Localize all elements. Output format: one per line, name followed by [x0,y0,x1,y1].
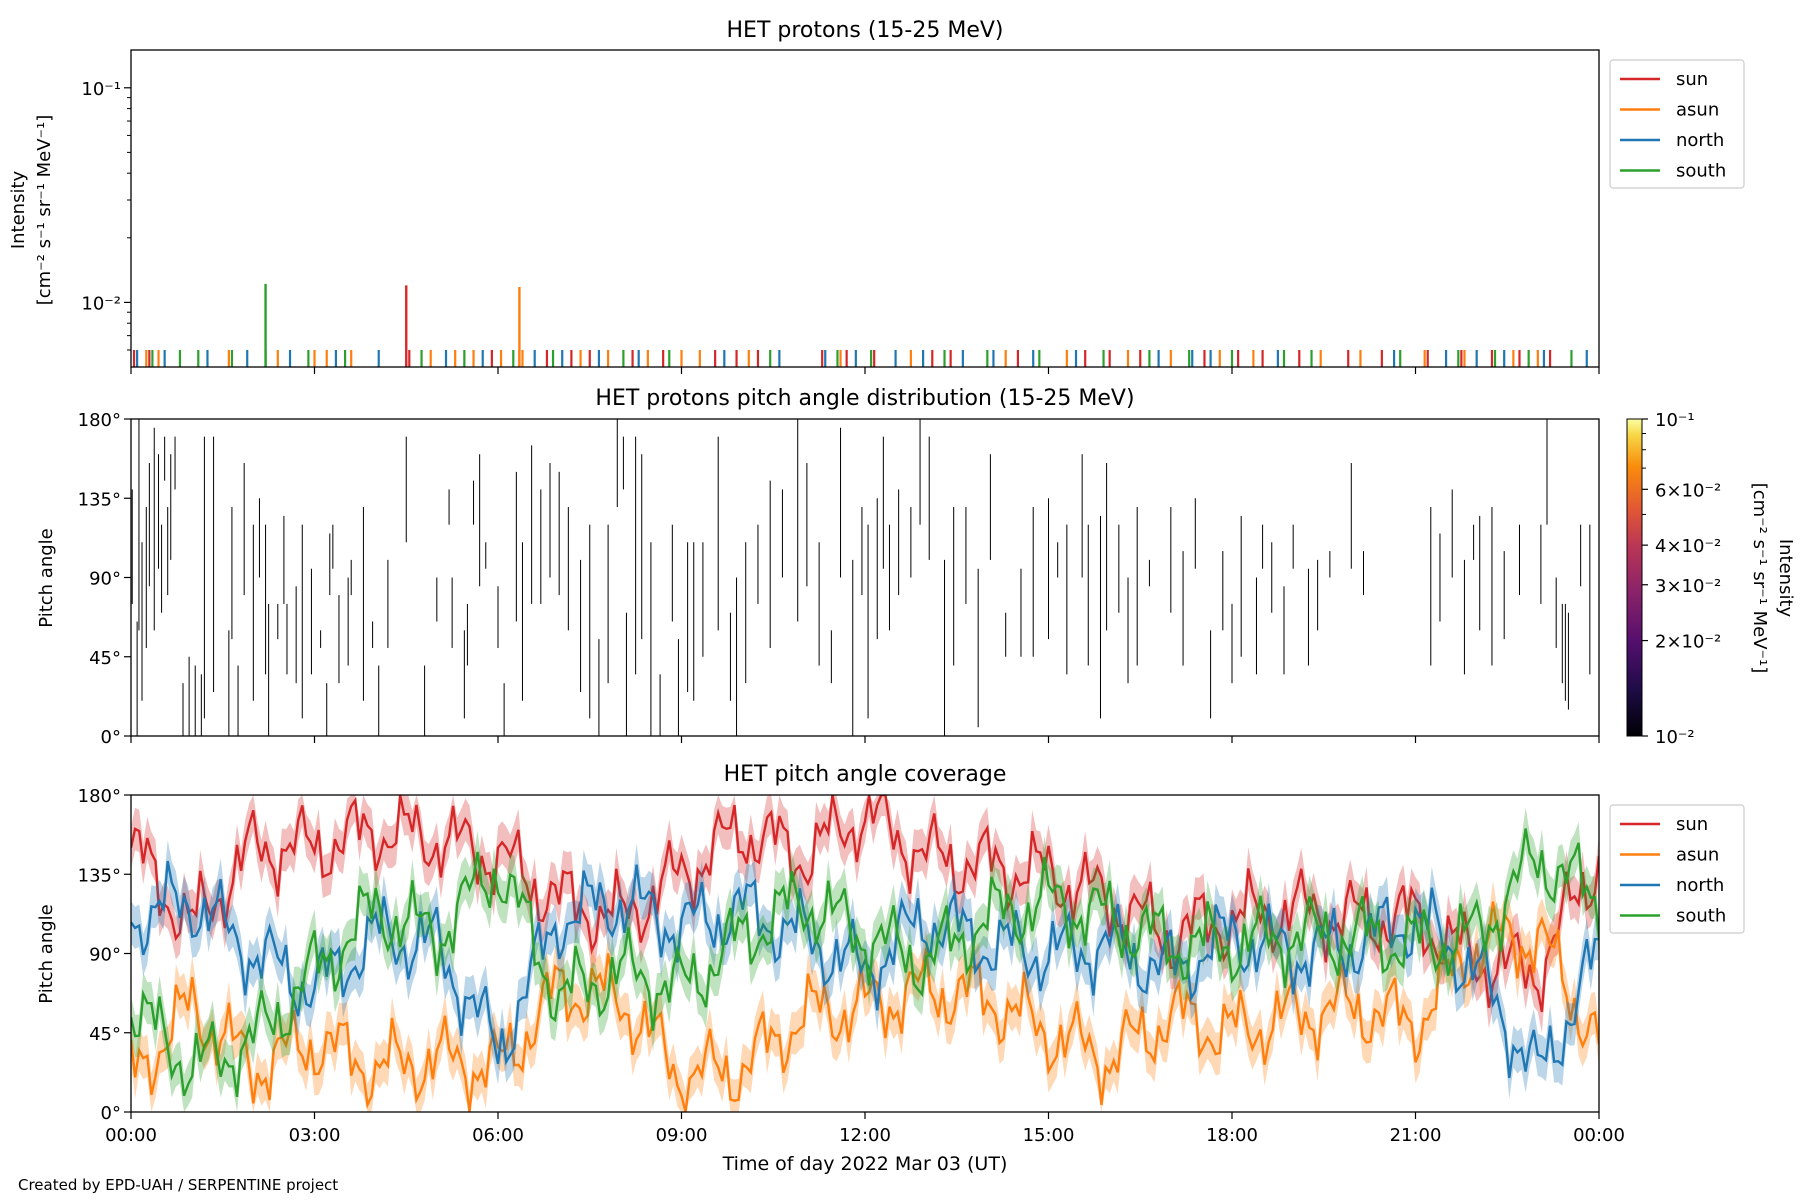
colorbar-label-line1: Intensity [1775,539,1796,618]
coverage-plot-area [131,795,1599,1112]
colorbar-label-line2: [cm⁻² s⁻¹ sr⁻¹ MeV⁻¹] [1749,483,1770,674]
colorbar-tick-label: 4×10⁻² [1655,536,1721,557]
coverage-panel: HET pitch angle coverage 0° 45° 90° 135° 180… [36,762,1745,1175]
legend-label-south: south [1676,906,1726,927]
coverage-xtick-label: 09:00 [656,1125,708,1146]
coverage-line-sun [131,795,1599,1013]
legend-label-asun: asun [1676,100,1719,121]
pad-ytick-label: 0° [101,727,121,748]
coverage-xtick-label: 12:00 [839,1125,891,1146]
pad-panel: HET protons pitch angle distribution (15… [36,386,1796,748]
coverage-ylabel: Pitch angle [36,904,57,1003]
pad-ytick-label: 90° [89,569,121,590]
coverage-xtick-label: 21:00 [1390,1125,1442,1146]
coverage-xtick-label: 00:00 [1573,1125,1625,1146]
coverage-legend: sun asun north south [1609,804,1745,934]
coverage-line-south [131,828,1599,1098]
coverage-xtick-label: 03:00 [289,1125,341,1146]
intensity-plot-area [132,283,1588,367]
legend-label-sun: sun [1676,814,1708,835]
intensity-legend: sun asun north south [1609,59,1745,189]
intensity-ticks: 10⁻¹ 10⁻² [81,79,1600,374]
legend-label-south: south [1676,161,1726,182]
coverage-title: HET pitch angle coverage [724,762,1007,787]
legend-label-sun: sun [1676,69,1708,90]
legend-label-north: north [1676,130,1724,151]
coverage-ytick-label: 90° [89,945,121,966]
footer-credit: Created by EPD-UAH / SERPENTINE project [18,1176,339,1194]
pad-ytick-label: 135° [78,489,121,510]
colorbar [1626,418,1643,737]
coverage-xtick-label: 00:00 [105,1125,157,1146]
colorbar-tick-label: 10⁻¹ [1655,410,1695,431]
legend-label-asun: asun [1676,845,1719,866]
coverage-ticks: 0° 45° 90° 135° 180° 00:00 03:00 06:00 09:00 12:0… [78,786,1625,1146]
intensity-axes-frame [130,49,1600,368]
intensity-ytick-label: 10⁻² [81,293,121,314]
coverage-ytick-label: 180° [78,786,121,807]
pad-plot-area [131,419,1591,736]
colorbar-tick-label: 6×10⁻² [1655,480,1721,501]
coverage-xlabel: Time of day 2022 Mar 03 (UT) [722,1153,1008,1175]
colorbar-tick-label: 3×10⁻² [1655,576,1721,597]
colorbar-tick-label: 2×10⁻² [1655,632,1721,653]
intensity-title: HET protons (15-25 MeV) [727,18,1004,43]
coverage-xtick-label: 15:00 [1023,1125,1075,1146]
pad-ytick-label: 180° [78,410,121,431]
intensity-ylabel-line2: [cm⁻² s⁻¹ sr⁻¹ MeV⁻¹] [34,115,55,306]
pad-ticks: 0° 45° 90° 135° 180° [78,410,1600,748]
pad-title: HET protons pitch angle distribution (15… [595,386,1134,411]
colorbar-tick-label: 10⁻² [1655,727,1695,748]
pad-ylabel: Pitch angle [36,528,57,627]
intensity-ylabel-line1: Intensity [8,170,29,249]
coverage-ytick-label: 45° [89,1024,121,1045]
legend-label-north: north [1676,875,1724,896]
pad-ytick-label: 45° [89,648,121,669]
legend-frame [1609,804,1745,934]
coverage-ytick-label: 0° [101,1103,121,1124]
legend-frame [1609,59,1745,189]
colorbar-ticks: 10⁻¹ 6×10⁻² 4×10⁻² 3×10⁻² 2×10⁻² 10⁻² [1642,410,1721,748]
coverage-xtick-label: 06:00 [472,1125,524,1146]
coverage-line-asun [131,901,1599,1112]
coverage-band-north [131,839,1599,1100]
intensity-panel: HET protons (15-25 MeV) 10⁻¹ 10⁻² Intensi… [8,18,1745,374]
coverage-ytick-label: 135° [78,865,121,886]
intensity-ytick-label: 10⁻¹ [81,79,121,100]
coverage-xtick-label: 18:00 [1206,1125,1258,1146]
